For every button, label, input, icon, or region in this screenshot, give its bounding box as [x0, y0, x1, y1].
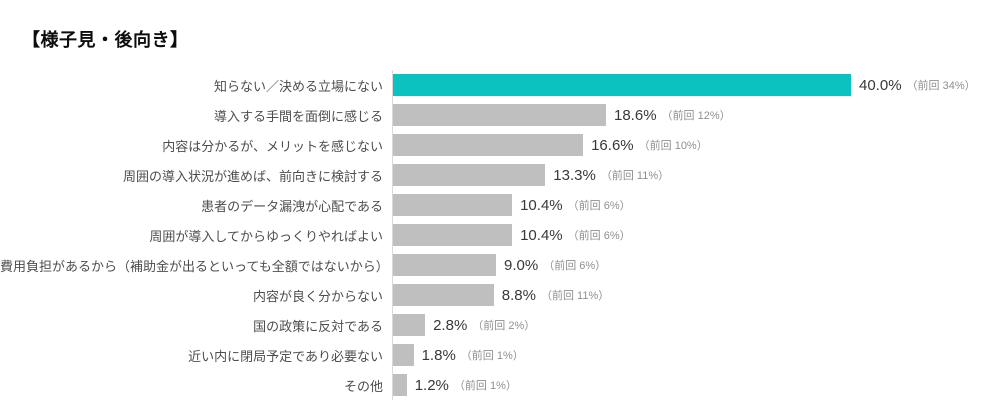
- bar: [393, 224, 513, 246]
- value-label: 10.4%: [520, 196, 563, 214]
- value-label: 13.3%: [553, 166, 596, 184]
- category-label: 費用負担があるから（補助金が出るといっても全額ではないから）: [0, 258, 389, 274]
- bar-row: その他 1.2% （前回 1%）: [0, 370, 1000, 400]
- bar-area: 1.8% （前回 1%）: [392, 340, 1000, 370]
- bar-area: 18.6% （前回 12%）: [392, 100, 1000, 130]
- bar: [393, 374, 407, 396]
- bar-chart: 知らない／決める立場にない 40.0% （前回 34%） 導入する手間を面倒に感…: [0, 70, 1000, 400]
- previous-value-label: （前回 12%）: [661, 110, 731, 122]
- category-label: 導入する手間を面倒に感じる: [213, 108, 383, 124]
- category-label: 近い内に閉局予定であり必要ない: [188, 348, 383, 364]
- previous-value-label: （前回 6%）: [567, 230, 631, 242]
- bar-area: 10.4% （前回 6%）: [392, 190, 1000, 220]
- bar-rows: 知らない／決める立場にない 40.0% （前回 34%） 導入する手間を面倒に感…: [0, 70, 1000, 400]
- bar-area: 13.3% （前回 11%）: [392, 160, 1000, 190]
- value-label: 9.0%: [504, 256, 539, 274]
- category-label: 内容が良く分からない: [252, 288, 383, 304]
- category-label: 内容は分かるが、メリットを感じない: [162, 138, 383, 154]
- bar-row: 知らない／決める立場にない 40.0% （前回 34%）: [0, 70, 1000, 100]
- value-label: 18.6%: [614, 106, 657, 124]
- bar-area: 10.4% （前回 6%）: [392, 220, 1000, 250]
- category-label: 周囲の導入状況が進めば、前向きに検討する: [122, 168, 383, 184]
- category-label: 知らない／決める立場にない: [213, 78, 383, 94]
- bar: [393, 74, 851, 96]
- category-label: 国の政策に反対である: [253, 318, 383, 334]
- bar-row: 内容は分かるが、メリットを感じない 16.6% （前回 10%）: [0, 130, 1000, 160]
- previous-value-label: （前回 2%）: [472, 320, 536, 332]
- bar-row: 患者のデータ漏洩が心配である 10.4% （前回 6%）: [0, 190, 1000, 220]
- bar-area: 16.6% （前回 10%）: [392, 130, 1000, 160]
- category-label: その他: [343, 378, 383, 394]
- bar-row: 費用負担があるから（補助金が出るといっても全額ではないから） 9.0% （前回 …: [0, 250, 1000, 280]
- bar-row: 周囲の導入状況が進めば、前向きに検討する 13.3% （前回 11%）: [0, 160, 1000, 190]
- bar-row: 周囲が導入してからゆっくりやればよい 10.4% （前回 6%）: [0, 220, 1000, 250]
- value-label: 10.4%: [520, 226, 563, 244]
- previous-value-label: （前回 11%）: [541, 290, 610, 302]
- bar: [393, 104, 606, 126]
- value-label: 40.0%: [859, 76, 902, 94]
- previous-value-label: （前回 11%）: [600, 170, 670, 182]
- previous-value-label: （前回 6%）: [567, 200, 631, 212]
- bar: [393, 254, 496, 276]
- category-label: 患者のデータ漏洩が心配である: [201, 198, 383, 214]
- bar-row: 内容が良く分からない 8.8% （前回 11%）: [0, 280, 1000, 310]
- bar-area: 1.2% （前回 1%）: [392, 370, 1000, 400]
- bar: [393, 314, 426, 336]
- previous-value-label: （前回 1%）: [460, 350, 524, 362]
- category-label: 周囲が導入してからゆっくりやればよい: [149, 228, 383, 244]
- previous-value-label: （前回 10%）: [638, 140, 708, 152]
- value-label: 1.2%: [414, 376, 449, 394]
- bar: [393, 134, 584, 156]
- bar: [393, 164, 546, 186]
- previous-value-label: （前回 6%）: [543, 260, 607, 272]
- value-label: 2.8%: [433, 316, 468, 334]
- bar: [393, 344, 414, 366]
- value-label: 16.6%: [591, 136, 634, 154]
- value-label: 1.8%: [421, 346, 456, 364]
- bar: [393, 194, 513, 216]
- bar-area: 2.8% （前回 2%）: [392, 310, 1000, 340]
- bar-area: 8.8% （前回 11%）: [392, 280, 1000, 310]
- bar-row: 国の政策に反対である 2.8% （前回 2%）: [0, 310, 1000, 340]
- previous-value-label: （前回 1%）: [453, 380, 517, 392]
- bar-area: 40.0% （前回 34%）: [392, 70, 1000, 100]
- bar-area: 9.0% （前回 6%）: [392, 250, 1000, 280]
- bar-row: 近い内に閉局予定であり必要ない 1.8% （前回 1%）: [0, 340, 1000, 370]
- bar: [393, 284, 494, 306]
- chart-title: 【様子見・後向き】: [22, 30, 189, 50]
- bar-row: 導入する手間を面倒に感じる 18.6% （前回 12%）: [0, 100, 1000, 130]
- previous-value-label: （前回 34%）: [906, 80, 976, 92]
- value-label: 8.8%: [501, 286, 536, 304]
